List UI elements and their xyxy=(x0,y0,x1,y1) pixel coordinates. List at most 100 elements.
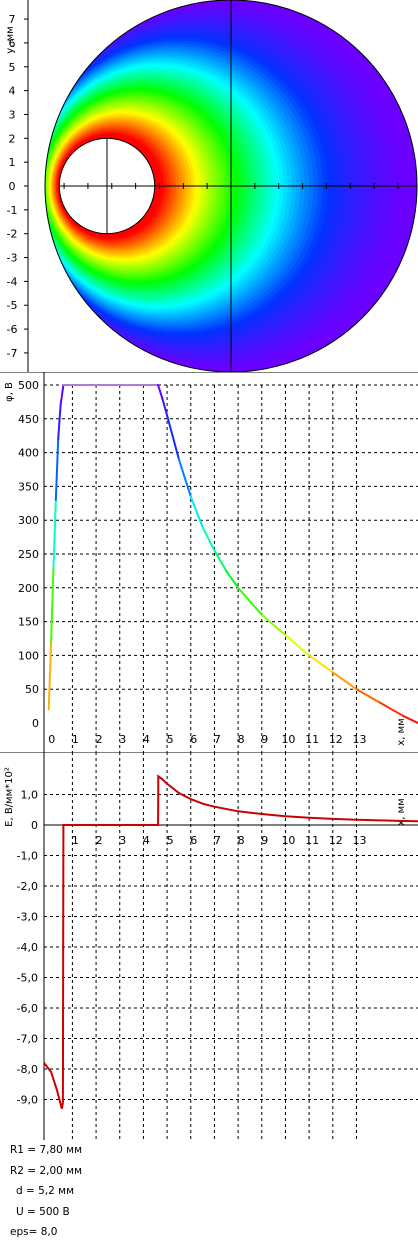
y-tick-label: -4 xyxy=(7,275,18,288)
x-tick-label: 6 xyxy=(190,834,197,847)
y-tick-label: 150 xyxy=(18,616,39,629)
potential-x-axis-label: x, мм xyxy=(396,718,407,745)
y-tick-label: 3 xyxy=(9,108,16,121)
x-tick-label: 9 xyxy=(261,733,268,746)
y-tick-label: 450 xyxy=(18,413,39,426)
field-strength-curve xyxy=(43,774,418,1109)
x-tick-label: 13 xyxy=(352,733,366,746)
y-tick-label: -2 xyxy=(7,228,18,241)
potential-segment xyxy=(59,387,64,407)
y-tick-label: 5 xyxy=(9,61,16,74)
potential-segment xyxy=(54,438,60,501)
y-tick-label: 0 xyxy=(32,717,39,730)
field-strength-polyline xyxy=(43,774,418,1109)
potential-segment xyxy=(161,397,169,417)
x-tick-label: 0 xyxy=(48,733,55,746)
y-tick-label: 1,0 xyxy=(21,789,39,802)
potential-segment xyxy=(47,640,53,711)
y-tick-label: -4,0 xyxy=(17,941,38,954)
x-tick-label: 3 xyxy=(119,733,126,746)
y-tick-label: 0 xyxy=(9,180,16,193)
y-tick-label: -3 xyxy=(7,252,18,265)
x-tick-label: 8 xyxy=(238,733,245,746)
x-tick-label: 3 xyxy=(119,834,126,847)
potential-segment xyxy=(284,634,311,657)
y-tick-label: -5,0 xyxy=(17,972,38,985)
y-tick-label: -3,0 xyxy=(17,911,38,924)
x-tick-label: 10 xyxy=(281,733,295,746)
potential-heatmap xyxy=(45,0,417,372)
y-tick-label: -6 xyxy=(7,323,18,336)
potential-segment xyxy=(331,671,358,691)
potential-chart: φ, В x, мм 05010015020025030035040045050… xyxy=(0,372,418,752)
param-d: d = 5,2 мм xyxy=(16,1185,75,1197)
field-strength-grid xyxy=(0,752,418,1140)
y-tick-label: 400 xyxy=(18,447,39,460)
potential-segment xyxy=(355,688,382,704)
potential-segment xyxy=(402,715,418,724)
x-tick-label: 9 xyxy=(261,834,268,847)
potential-segment xyxy=(225,569,240,589)
field-map-y-axis-label: y, мм xyxy=(5,26,16,53)
y-tick-label: -7,0 xyxy=(17,1033,38,1046)
y-tick-label: -7 xyxy=(7,347,18,360)
field-strength-x-axis-label: x, мм xyxy=(396,798,407,825)
x-tick-label: 5 xyxy=(167,834,174,847)
potential-segment xyxy=(189,495,204,528)
potential-segment xyxy=(237,586,263,616)
potential-segment xyxy=(308,654,334,674)
y-tick-label: 6 xyxy=(9,37,16,50)
y-tick-label: 0 xyxy=(31,819,38,832)
y-tick-label: 500 xyxy=(18,379,39,392)
parameters-panel: R1 = 7,80 мм R2 = 2,00 мм d = 5,2 мм U =… xyxy=(10,1140,82,1243)
x-tick-label: 1 xyxy=(72,733,79,746)
field-strength-chart: E, В/мм*10² x, мм 1,0 0 -1,0 -2,0 -3,0 -4,0 -5… xyxy=(0,752,418,1140)
y-tick-label: -1 xyxy=(7,204,18,217)
param-eps: eps= 8,0 xyxy=(10,1226,58,1238)
param-r2: R2 = 2,00 мм xyxy=(10,1164,83,1177)
field-strength-ticks: 1,0 0 -1,0 -2,0 -3,0 -4,0 -5,0 -6,0 -7,0 -8,0 -9,0… xyxy=(17,789,367,1107)
potential-segment xyxy=(177,458,192,498)
y-tick-label: 350 xyxy=(18,480,39,493)
potential-segment xyxy=(50,566,55,643)
param-r1: R1 = 7,80 мм xyxy=(10,1144,83,1156)
y-tick-label: -6,0 xyxy=(17,1002,38,1015)
y-tick-label: 250 xyxy=(18,548,39,561)
x-tick-label: 2 xyxy=(96,834,103,847)
x-tick-label: 4 xyxy=(143,834,150,847)
y-tick-label: -9,0 xyxy=(17,1094,38,1107)
x-tick-label: 5 xyxy=(167,733,174,746)
potential-segment xyxy=(157,384,164,400)
y-tick-label: -2,0 xyxy=(17,880,38,893)
x-tick-label: 2 xyxy=(96,733,103,746)
x-tick-label: 8 xyxy=(238,834,245,847)
potential-segment xyxy=(166,414,180,461)
x-tick-label: 12 xyxy=(329,733,343,746)
field-strength-y-axis-label: E, В/мм*10² xyxy=(4,767,15,827)
y-tick-label: 100 xyxy=(18,649,39,662)
y-tick-label: 2 xyxy=(9,132,16,145)
x-tick-label: 13 xyxy=(352,834,366,847)
x-tick-label: 11 xyxy=(305,733,319,746)
field-map-crosshair xyxy=(59,0,417,372)
potential-segment xyxy=(260,613,287,637)
y-tick-label: -5 xyxy=(7,299,18,312)
x-tick-label: 4 xyxy=(143,733,150,746)
param-u: U = 500 В xyxy=(16,1205,70,1218)
potential-segment xyxy=(213,549,228,572)
potential-segment xyxy=(57,404,62,441)
y-tick-label: 200 xyxy=(18,582,39,595)
x-tick-label: 11 xyxy=(305,834,319,847)
x-tick-label: 10 xyxy=(281,834,295,847)
potential-grid xyxy=(0,372,418,752)
y-tick-label: 50 xyxy=(25,683,39,696)
x-tick-label: 7 xyxy=(214,733,221,746)
y-tick-label: 7 xyxy=(9,13,16,26)
y-tick-label: -8,0 xyxy=(17,1063,38,1076)
potential-segment xyxy=(379,701,405,718)
potential-segment xyxy=(201,525,216,552)
y-tick-label: 4 xyxy=(9,85,16,98)
y-tick-label: 1 xyxy=(9,156,16,169)
potential-segment xyxy=(52,498,57,569)
